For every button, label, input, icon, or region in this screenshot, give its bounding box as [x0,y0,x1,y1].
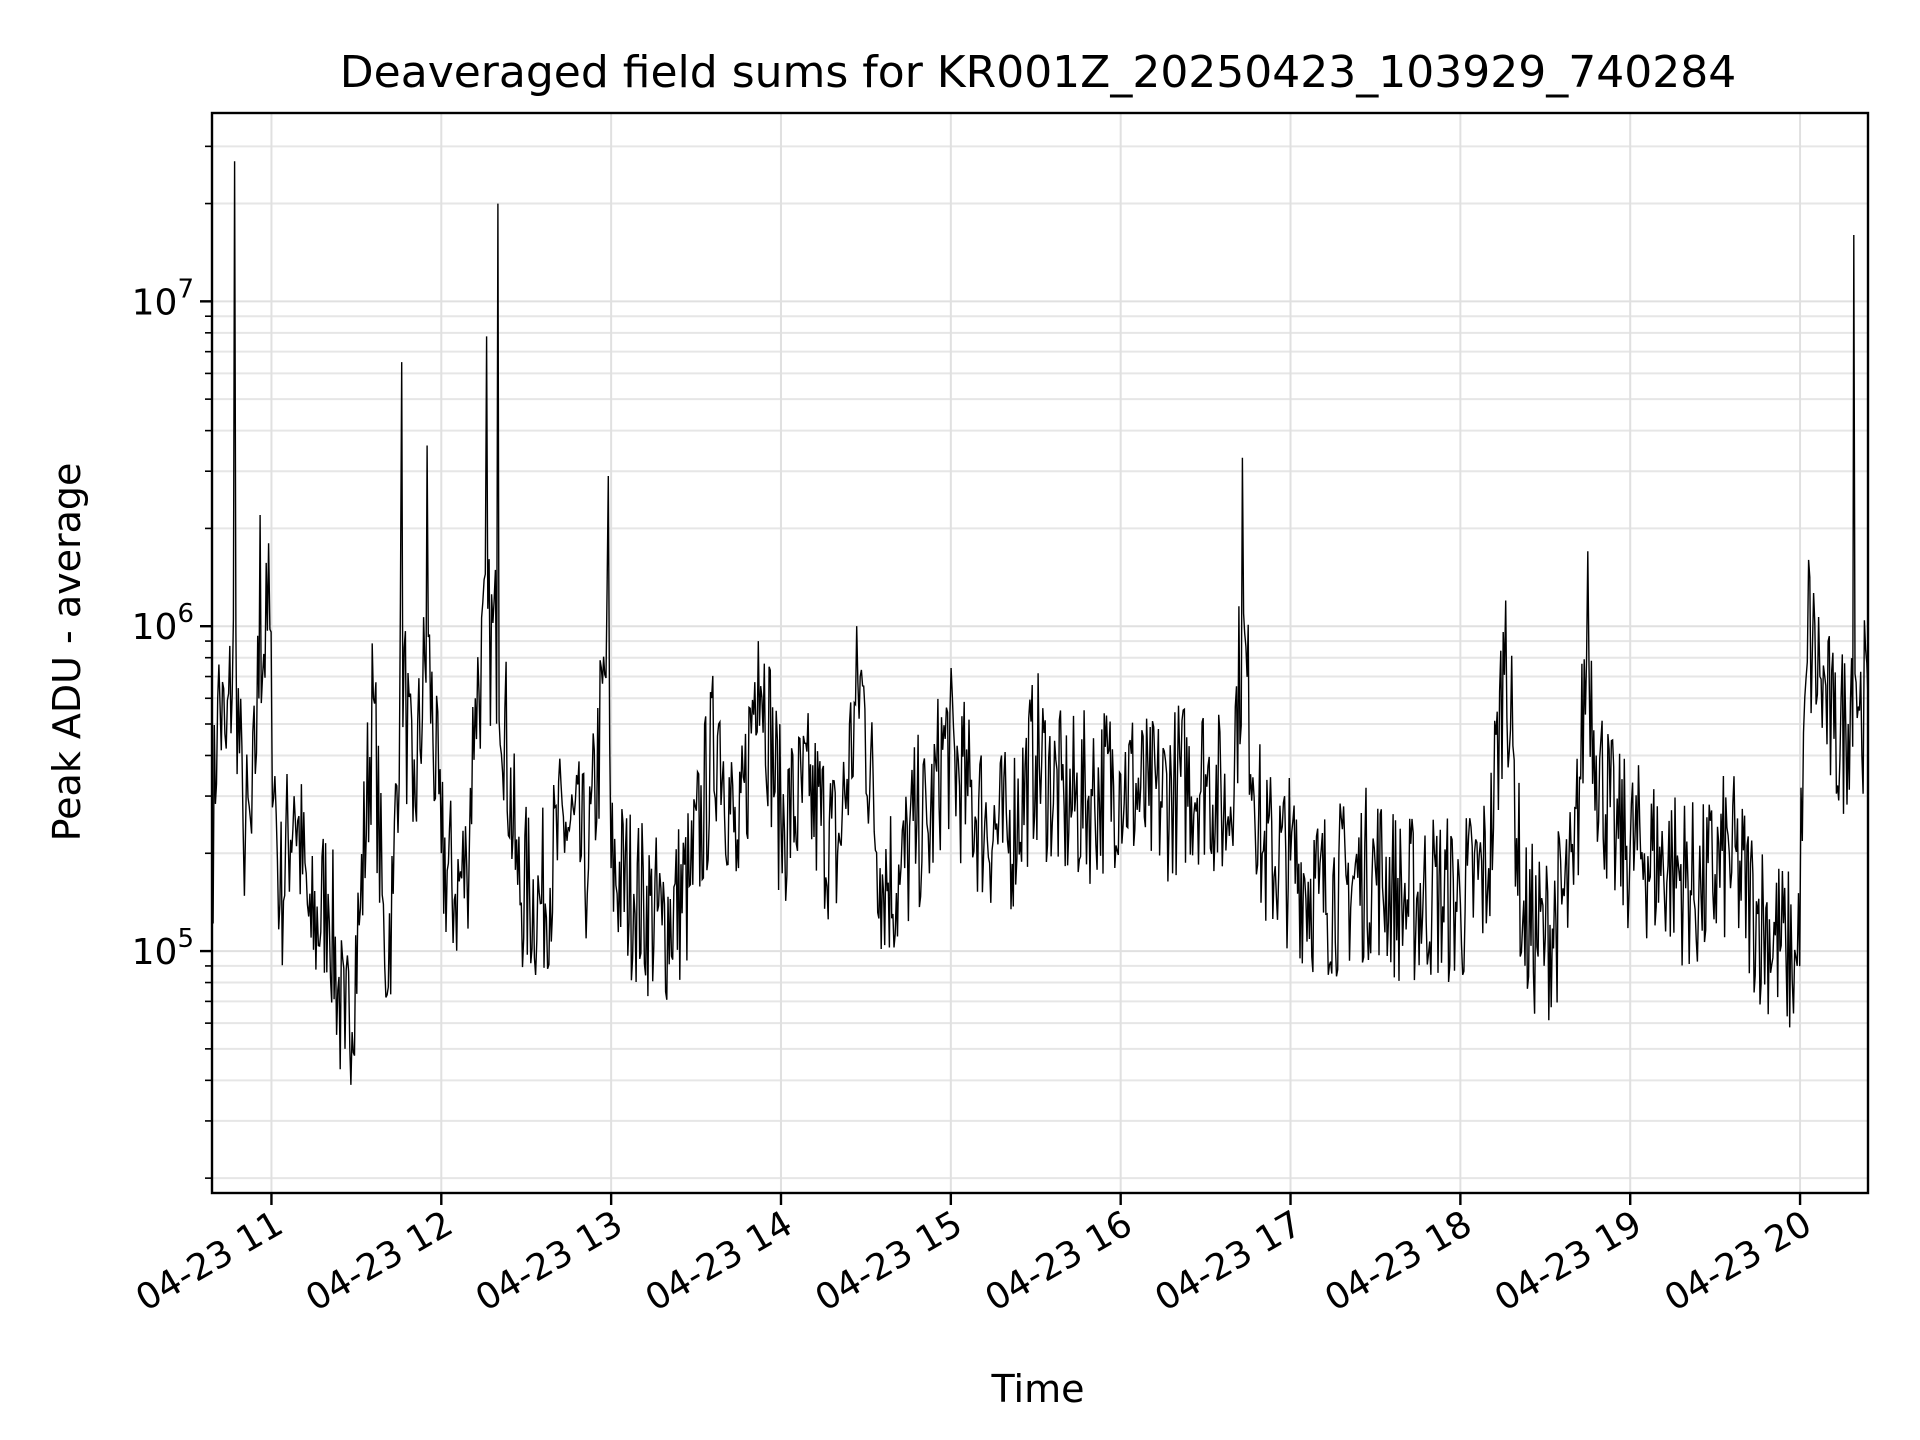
x-tick-label: 04-23 15 [809,1203,970,1319]
y-tick-label-exponent: 6 [177,599,194,629]
x-axis: 04-23 11 04-23 12 04-23 13 04-23 14 04-23 15… [129,1193,1819,1320]
y-axis-label: Peak ADU - average [45,463,89,842]
series-line [211,161,1869,1085]
x-tick-label: 04-23 12 [299,1203,460,1319]
series-group [211,161,1869,1085]
x-tick-label: 04-23 11 [129,1203,290,1319]
y-tick-label-base: 10 [132,282,178,323]
y-tick-label: 107 [132,274,194,323]
x-tick-label: 04-23 19 [1488,1203,1649,1319]
x-axis-label: Time [991,1367,1085,1411]
y-tick-label-base: 10 [132,607,178,648]
y-tick-label: 105 [132,924,194,973]
x-tick-label: 04-23 14 [639,1203,800,1319]
y-tick-label-base: 10 [132,932,178,973]
x-tick-label: 04-23 17 [1148,1203,1309,1319]
y-tick-label: 106 [132,599,194,648]
x-tick-label: 04-23 20 [1658,1203,1819,1319]
chart-title: Deaveraged field sums for KR001Z_2025042… [340,47,1736,98]
y-tick-label-exponent: 5 [177,924,194,954]
plot-frame [210,111,1870,1195]
x-tick-label: 04-23 18 [1318,1203,1479,1319]
x-tick-label: 04-23 16 [979,1203,1140,1319]
x-tick-label: 04-23 13 [469,1203,630,1319]
grid [212,113,1868,1193]
y-tick-label-exponent: 7 [177,274,194,304]
